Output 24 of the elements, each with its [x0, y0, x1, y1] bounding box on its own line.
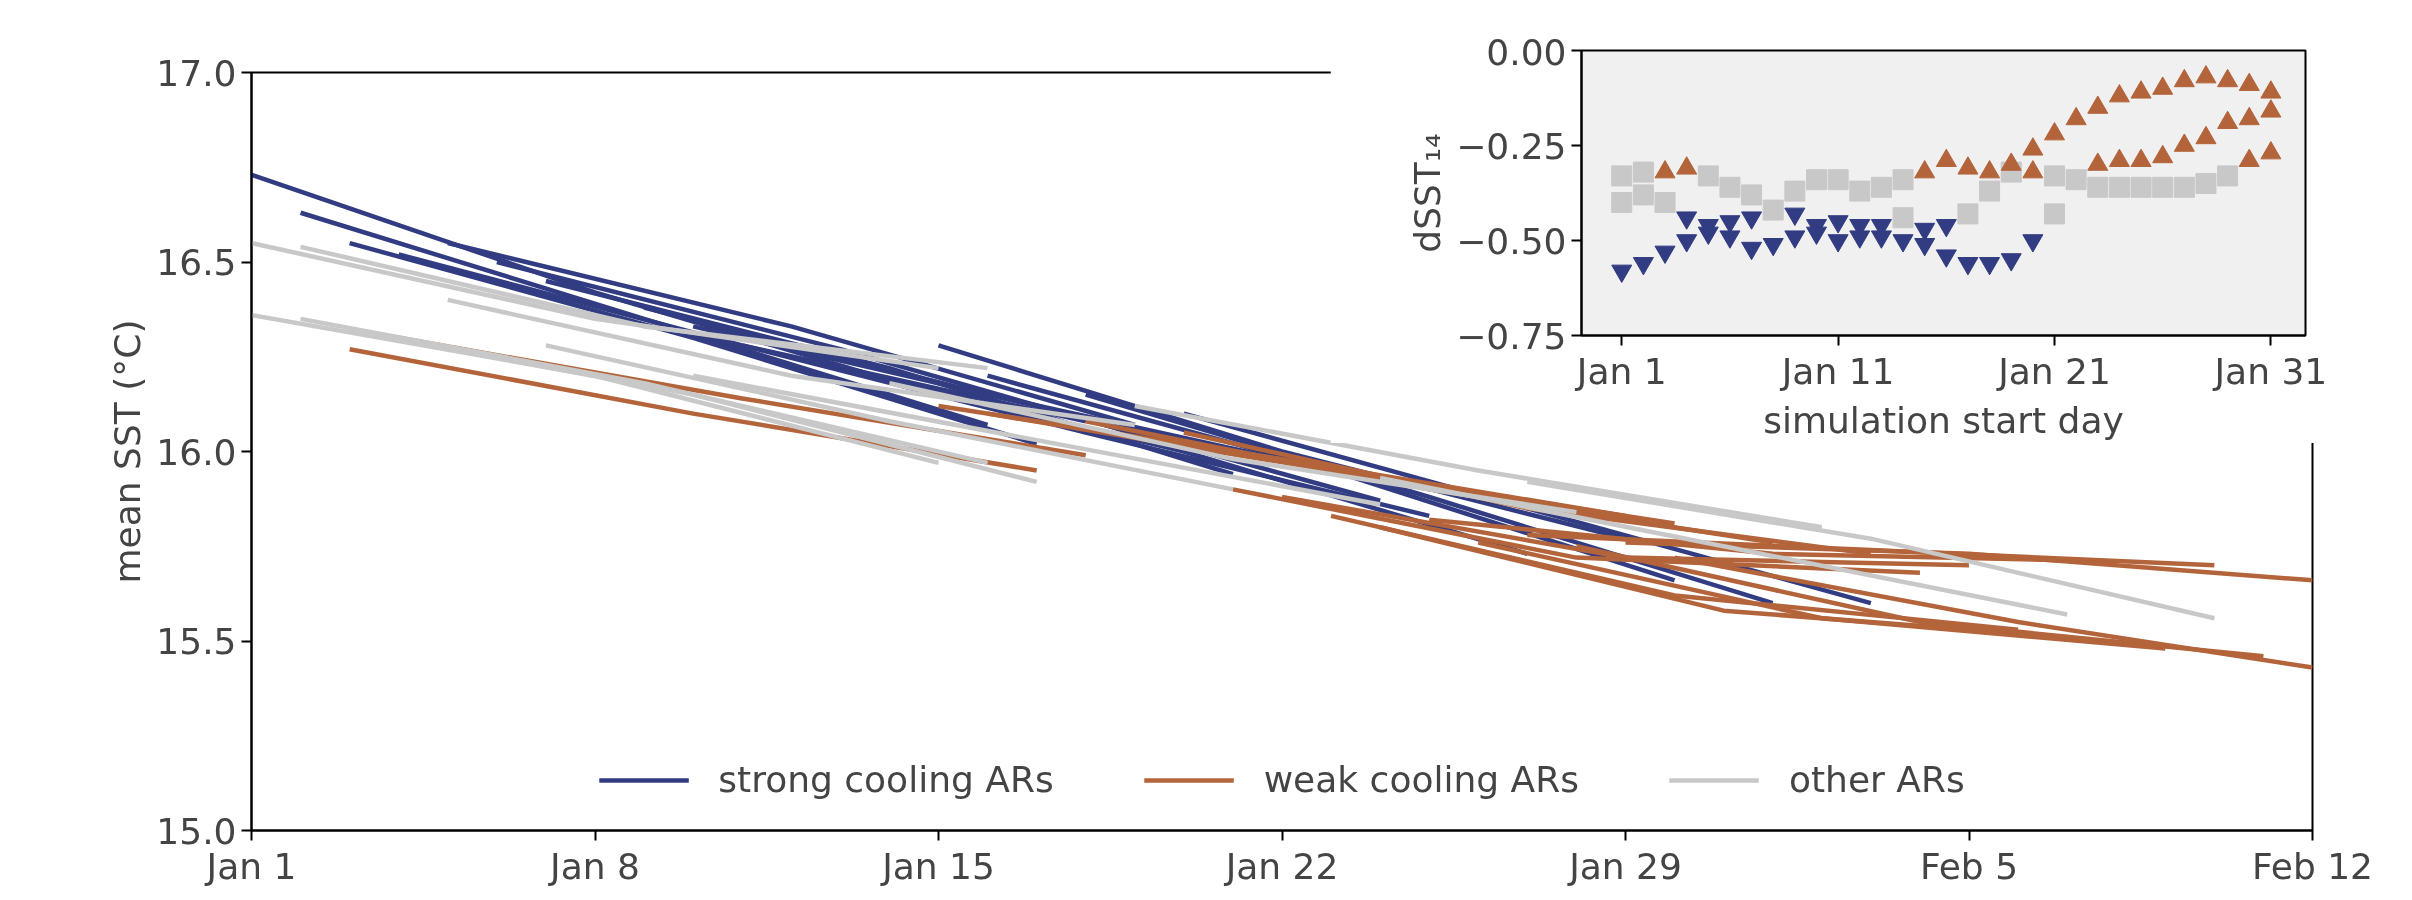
x-tick-label: Jan 8 [548, 845, 640, 887]
legend-label: strong cooling ARs [718, 759, 1054, 800]
y-tick-label: −0.25 [1456, 125, 1567, 167]
y-tick-label: 16.5 [156, 242, 237, 283]
x-tick-label: Jan 29 [1567, 845, 1682, 887]
y-tick-label: 0.00 [1486, 31, 1567, 73]
x-tick-label: Feb 12 [2252, 845, 2373, 887]
y-tick-label: −0.50 [1456, 220, 1567, 262]
y-axis-title: dSST₁₄ [1407, 133, 1449, 253]
x-tick-label: Jan 21 [1996, 350, 2111, 392]
x-tick-label: Jan 11 [1779, 350, 1895, 392]
x-axis-title: simulation start day [1763, 399, 2124, 441]
y-tick-label: −0.75 [1456, 315, 1567, 357]
x-tick-label: Jan 31 [2212, 350, 2328, 392]
legend-label: other ARs [1788, 759, 1965, 800]
legend-label: weak cooling ARs [1263, 759, 1579, 800]
x-tick-label: Feb 5 [1919, 845, 2019, 887]
x-tick-label: Jan 15 [880, 845, 995, 887]
x-tick-label: Jan 22 [1223, 845, 1339, 887]
y-axis-title: mean SST (°C) [107, 319, 149, 584]
y-tick-label: 16.0 [156, 431, 237, 473]
y-tick-label: 17.0 [156, 52, 237, 94]
x-tick-label: Jan 1 [1574, 350, 1667, 392]
y-tick-label: 15.5 [156, 621, 237, 662]
